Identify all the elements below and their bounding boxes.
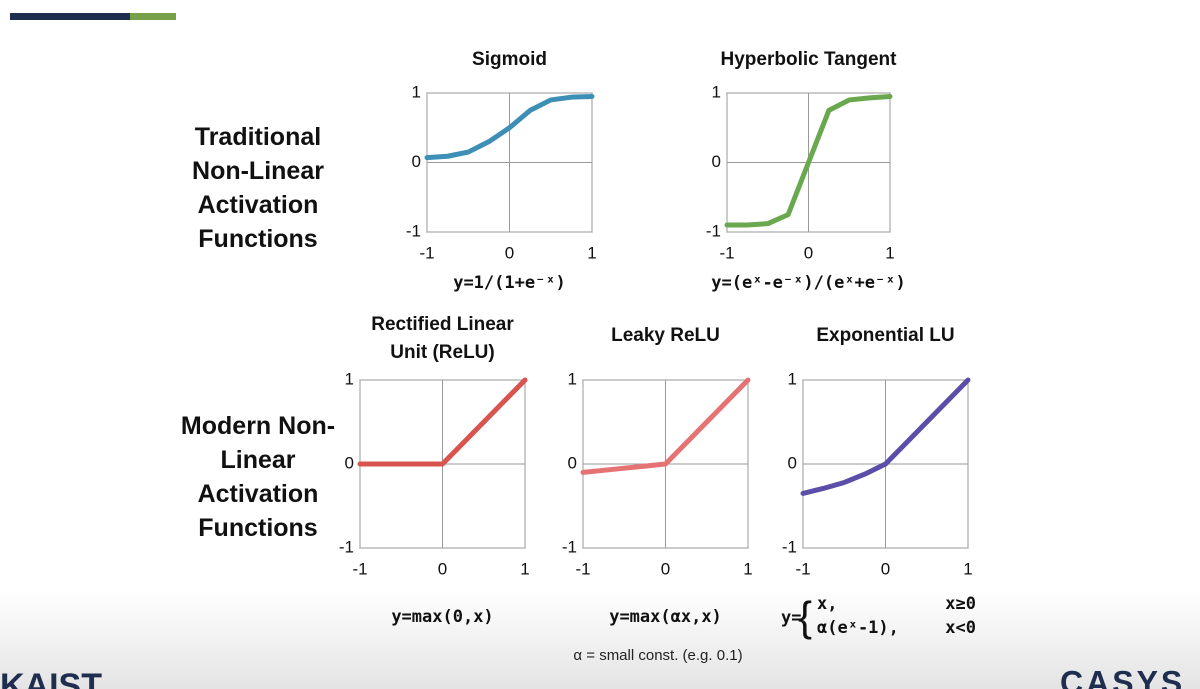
formula: x, bbox=[817, 594, 837, 614]
x-tick-label: 0 bbox=[881, 559, 890, 578]
curve bbox=[357, 377, 528, 467]
formula-brace: { bbox=[798, 593, 812, 640]
x-tick-label: 1 bbox=[885, 243, 894, 262]
row-label: Modern Non-Linear Activation Functions bbox=[180, 412, 336, 542]
x-tick-label: 0 bbox=[804, 243, 813, 262]
chart-title: Hyperbolic Tangent bbox=[720, 49, 897, 70]
y-tick-label: 0 bbox=[412, 152, 421, 171]
y-tick-label: -1 bbox=[706, 221, 721, 240]
x-tick-label: -1 bbox=[575, 559, 590, 578]
x-tick-label: 0 bbox=[438, 559, 447, 578]
formula: α(eˣ-1), bbox=[817, 618, 899, 638]
x-tick-label: 1 bbox=[587, 243, 596, 262]
logo-right: CASYS bbox=[1060, 664, 1185, 689]
x-tick-label: -1 bbox=[795, 559, 810, 578]
y-tick-label: 0 bbox=[788, 453, 797, 472]
formula: y=max(0,x) bbox=[391, 607, 493, 627]
chart-title: Exponential LU bbox=[816, 325, 955, 346]
x-tick-label: -1 bbox=[419, 243, 434, 262]
x-tick-label: -1 bbox=[352, 559, 367, 578]
y-tick-label: 1 bbox=[788, 369, 797, 388]
logo-left: KAIST bbox=[0, 667, 102, 689]
y-tick-label: 1 bbox=[712, 82, 721, 101]
y-tick-label: 1 bbox=[345, 369, 354, 388]
x-tick-label: 1 bbox=[520, 559, 529, 578]
y-tick-label: -1 bbox=[339, 537, 354, 556]
x-tick-label: -1 bbox=[719, 243, 734, 262]
accent-bar bbox=[130, 13, 176, 20]
y-tick-label: 0 bbox=[345, 453, 354, 472]
accent-bar bbox=[10, 13, 130, 20]
formula: x≥0 bbox=[945, 594, 976, 614]
chart-title: Sigmoid bbox=[472, 49, 547, 70]
formula: y=1/(1+e⁻ˣ) bbox=[453, 273, 566, 293]
formula: y=(eˣ-e⁻ˣ)/(eˣ+e⁻ˣ) bbox=[711, 273, 905, 293]
x-tick-label: 0 bbox=[505, 243, 514, 262]
y-tick-label: -1 bbox=[782, 537, 797, 556]
formula: y= bbox=[781, 608, 801, 628]
footer-band bbox=[0, 590, 1200, 689]
curve bbox=[800, 377, 971, 496]
curve bbox=[580, 377, 751, 475]
curve bbox=[424, 93, 595, 161]
note: α = small const. (e.g. 0.1) bbox=[573, 647, 742, 664]
formula: x<0 bbox=[945, 618, 976, 638]
x-tick-label: 0 bbox=[661, 559, 670, 578]
y-tick-label: 1 bbox=[568, 369, 577, 388]
row-label: Traditional Non-Linear Activation Functi… bbox=[192, 123, 324, 253]
formula: y=max(αx,x) bbox=[609, 607, 722, 627]
y-tick-label: 1 bbox=[412, 82, 421, 101]
chart-title: Leaky ReLU bbox=[611, 325, 720, 346]
curve bbox=[724, 93, 893, 228]
x-tick-label: 1 bbox=[963, 559, 972, 578]
y-tick-label: 0 bbox=[712, 152, 721, 171]
chart-title: Rectified Linear Unit (ReLU) bbox=[371, 314, 514, 363]
y-tick-label: 0 bbox=[568, 453, 577, 472]
y-tick-label: -1 bbox=[406, 221, 421, 240]
y-tick-label: -1 bbox=[562, 537, 577, 556]
x-tick-label: 1 bbox=[743, 559, 752, 578]
